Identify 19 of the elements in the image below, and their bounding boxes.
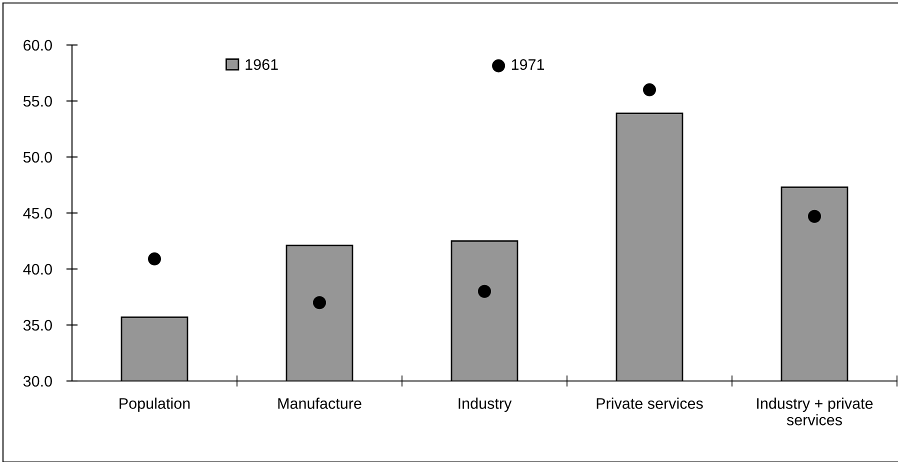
legend-label: 1971	[512, 59, 544, 70]
x-tick-label: Private services	[596, 398, 703, 409]
y-tick-label: 60.0	[24, 40, 52, 51]
x-tick-label: Population	[120, 398, 190, 412]
point	[478, 284, 492, 298]
point	[642, 83, 656, 96]
x-tick-label: Industry + private services	[757, 398, 873, 426]
legend-label: 1961	[246, 59, 278, 70]
x-tick-label: Industry	[458, 398, 512, 412]
y-tick-label: 55.0	[23, 96, 52, 107]
y-tick-label: 30.0	[23, 376, 52, 387]
y-tick-label: 50.0	[23, 152, 52, 163]
y-tick-label: 40.0	[23, 264, 52, 275]
y-tick-label: 45.0	[23, 208, 52, 219]
point	[808, 210, 822, 223]
x-tick-label: Manufacture	[278, 398, 362, 409]
point	[312, 296, 326, 310]
point	[148, 252, 162, 266]
y-tick-label: 35.0	[23, 320, 52, 331]
